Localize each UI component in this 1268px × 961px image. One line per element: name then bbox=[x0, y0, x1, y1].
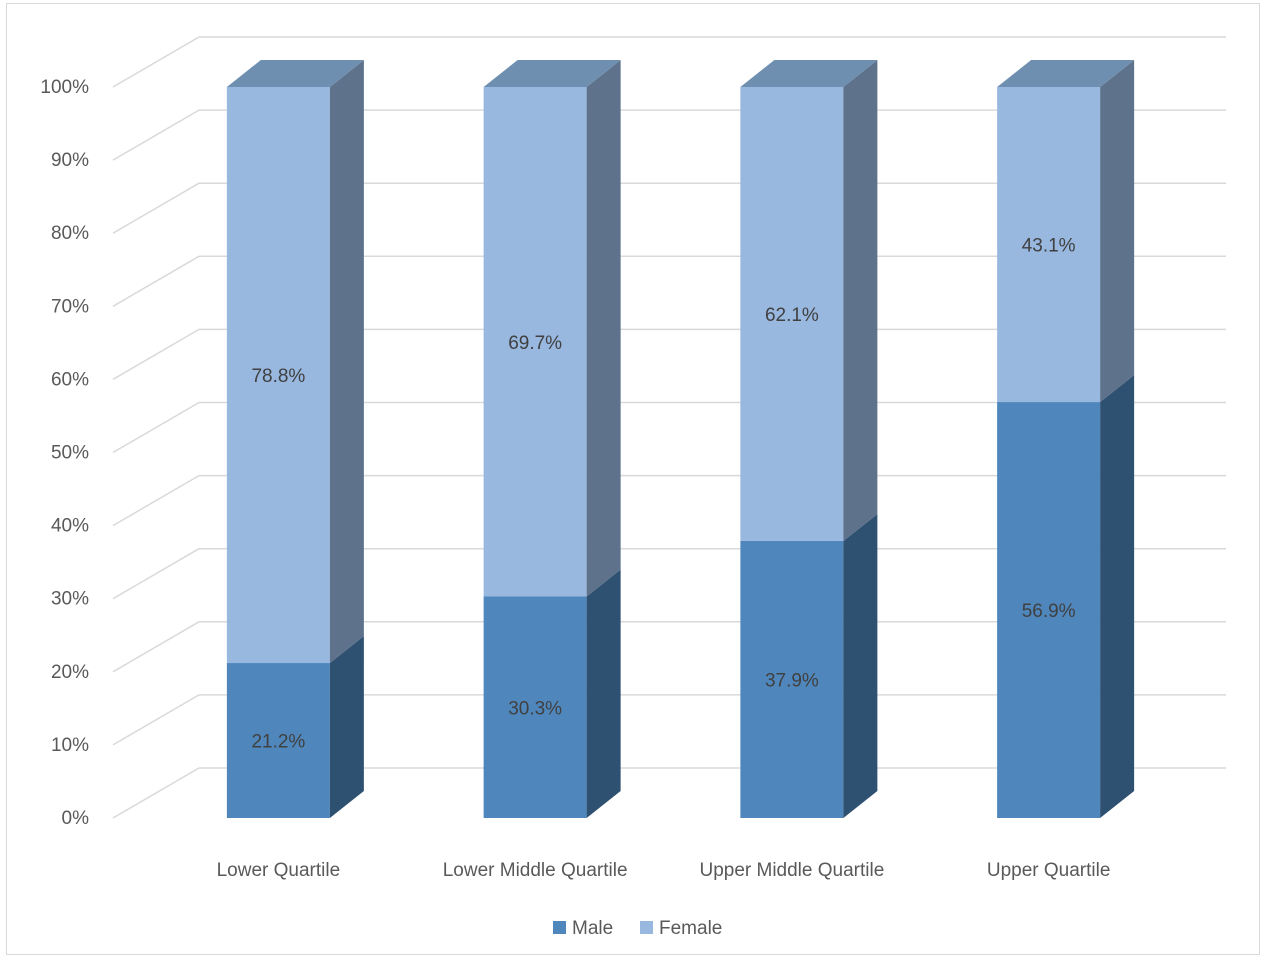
bar-side-face bbox=[1100, 60, 1135, 403]
y-axis-ticks: 0% 10% 20% 30% 40% 50% 60% 70% 80% 90% 100% bbox=[40, 77, 89, 829]
legend-swatch bbox=[553, 921, 566, 934]
data-label: 37.9% bbox=[765, 670, 819, 691]
bar-segment-male bbox=[740, 513, 878, 818]
y-tick-label: 70% bbox=[51, 296, 89, 317]
y-tick-label: 20% bbox=[51, 662, 89, 683]
bar-side-face bbox=[329, 636, 364, 818]
bar-front-face bbox=[226, 87, 330, 664]
bar-top-face bbox=[740, 60, 878, 87]
bar-segment-female bbox=[997, 60, 1135, 403]
x-tick-label: Lower Quartile bbox=[217, 860, 341, 881]
y-tick-label: 60% bbox=[51, 369, 89, 390]
bar-segment-male bbox=[483, 569, 621, 818]
bars bbox=[226, 60, 1135, 818]
bar-front-face bbox=[740, 87, 844, 541]
bar-front-face bbox=[997, 87, 1101, 403]
bar-segment-female bbox=[226, 60, 364, 664]
data-label: 21.2% bbox=[251, 732, 305, 753]
legend-swatch bbox=[640, 921, 653, 934]
bar-segment-male bbox=[997, 375, 1135, 818]
bar-segment-male bbox=[226, 636, 364, 818]
data-labels: 21.2% 78.8% 30.3% 69.7% 37.9% 62.1% 56.9% 43.1% bbox=[251, 236, 1075, 753]
data-label: 62.1% bbox=[765, 305, 819, 326]
bar-front-face bbox=[997, 402, 1101, 818]
legend-item-male: Male bbox=[553, 918, 613, 939]
data-label: 43.1% bbox=[1022, 236, 1076, 257]
x-tick-label: Upper Quartile bbox=[987, 860, 1111, 881]
bar-front-face bbox=[483, 596, 587, 818]
legend-label: Male bbox=[572, 918, 613, 939]
y-tick-label: 40% bbox=[51, 516, 89, 537]
x-tick-label: Upper Middle Quartile bbox=[699, 860, 884, 881]
bar-segment-female bbox=[483, 60, 621, 597]
data-label: 69.7% bbox=[508, 333, 562, 354]
legend-item-female: Female bbox=[640, 918, 722, 939]
bar-top-face bbox=[997, 60, 1135, 87]
bar-top-face bbox=[483, 60, 621, 87]
bar-front-face bbox=[226, 663, 330, 818]
legend: Male Female bbox=[553, 918, 722, 939]
bar-side-face bbox=[843, 60, 878, 541]
bar-side-face bbox=[586, 60, 621, 597]
x-tick-label: Lower Middle Quartile bbox=[443, 860, 628, 881]
bar-side-face bbox=[1100, 375, 1135, 818]
gridline bbox=[112, 36, 1226, 88]
y-tick-label: 90% bbox=[51, 150, 89, 171]
data-label: 30.3% bbox=[508, 698, 562, 719]
legend-label: Female bbox=[659, 918, 722, 939]
data-label: 78.8% bbox=[251, 366, 305, 387]
y-tick-label: 0% bbox=[62, 808, 90, 829]
bar-front-face bbox=[740, 540, 844, 818]
y-tick-label: 10% bbox=[51, 735, 89, 756]
y-tick-label: 30% bbox=[51, 589, 89, 610]
bar-front-face bbox=[483, 87, 587, 597]
bar-top-face bbox=[226, 60, 364, 87]
y-tick-label: 100% bbox=[40, 77, 89, 98]
bar-segment-female bbox=[740, 60, 878, 541]
bar-side-face bbox=[329, 60, 364, 664]
x-axis-ticks: Lower Quartile Lower Middle Quartile Upper… bbox=[217, 860, 1111, 881]
data-label: 56.9% bbox=[1022, 601, 1076, 622]
y-tick-label: 50% bbox=[51, 443, 89, 464]
bar-side-face bbox=[586, 569, 621, 818]
bar-side-face bbox=[843, 513, 878, 818]
y-tick-label: 80% bbox=[51, 223, 89, 244]
